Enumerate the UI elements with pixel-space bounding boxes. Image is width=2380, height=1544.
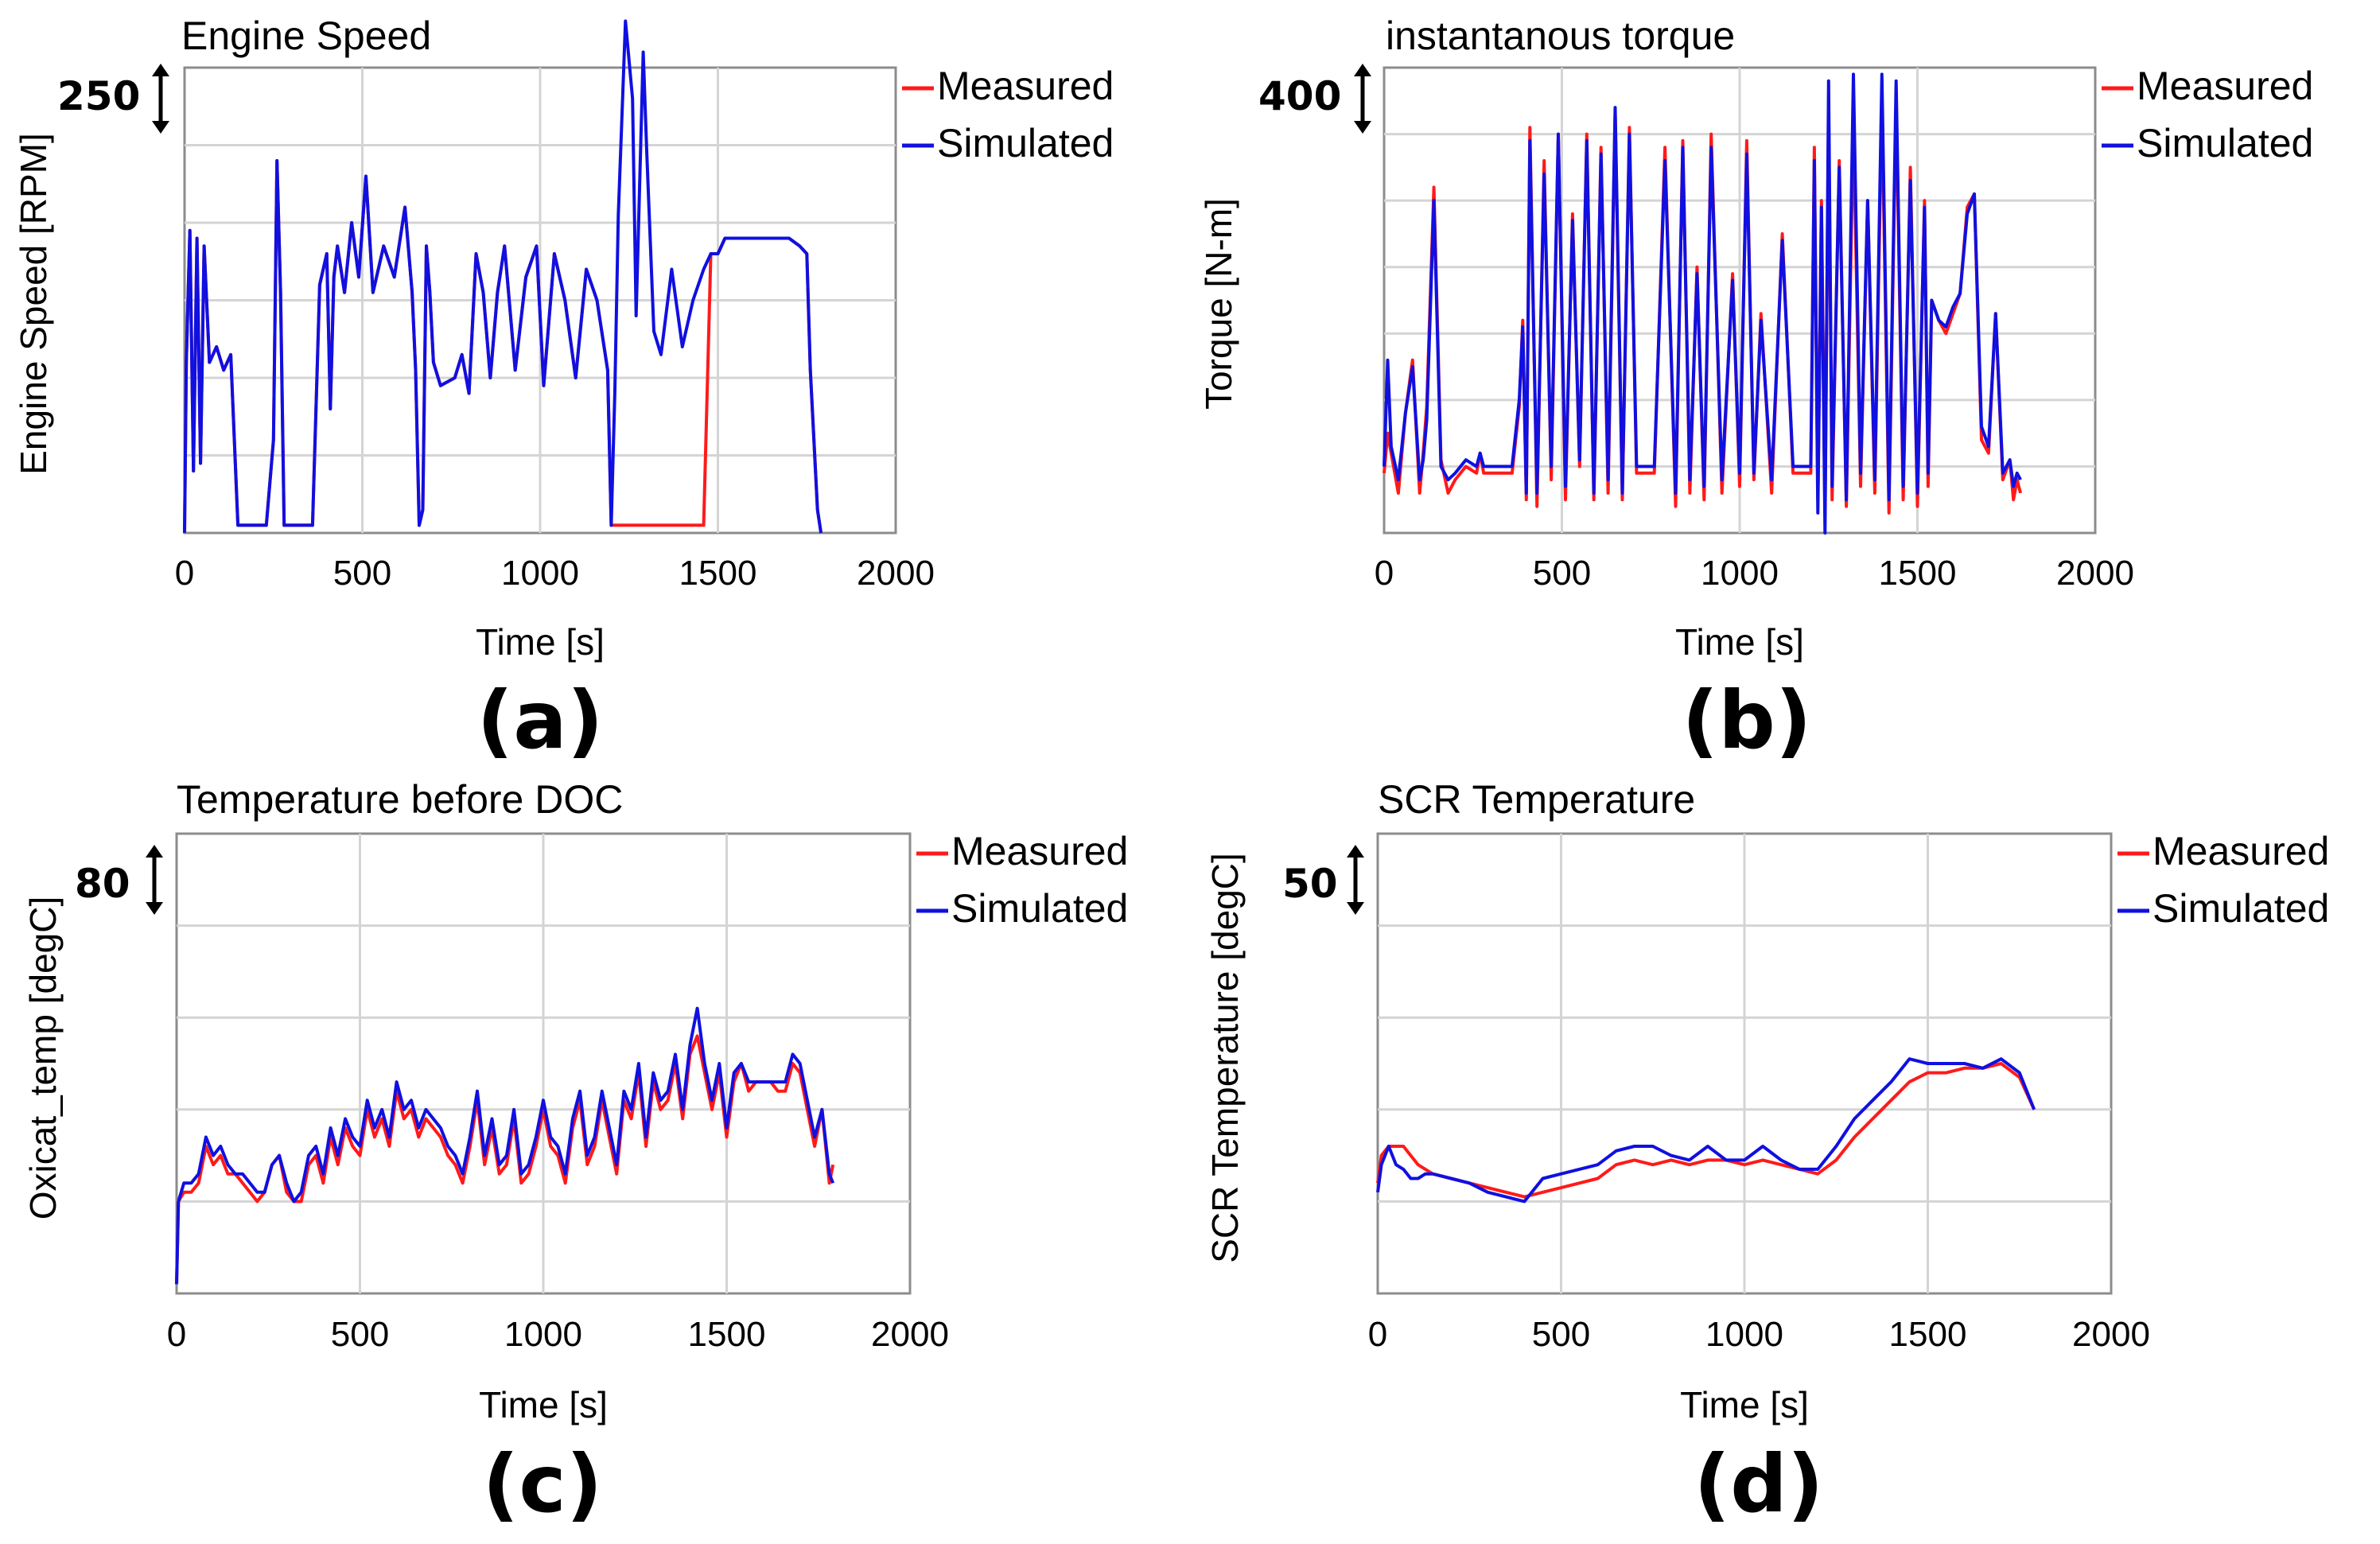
chart-a-legend-simulated: Simulated	[937, 121, 1114, 165]
chart-b-legend-measured: Measured	[2137, 64, 2313, 108]
scale-arrow-head-up	[1347, 845, 1364, 858]
scale-arrow-head-down	[1347, 902, 1364, 915]
chart-a-xtick: 0	[175, 554, 194, 593]
chart-c-scale-arrow	[146, 845, 163, 915]
chart-c-xtick: 0	[167, 1315, 186, 1354]
chart-b-xtick: 1000	[1701, 554, 1779, 593]
scale-arrow-head-down	[146, 902, 163, 915]
chart-d-ylabel: SCR Temperature [degC]	[1204, 853, 1246, 1263]
chart-b-xtick: 500	[1533, 554, 1591, 593]
chart-d-xtick: 1000	[1705, 1315, 1783, 1354]
chart-a-xtick: 1500	[679, 554, 757, 593]
scale-arrow-head-down	[1354, 121, 1371, 134]
chart-c: Temperature before DOC Oxicat_temp [degC…	[22, 777, 1128, 1530]
chart-d-legend-measured: Measured	[2152, 829, 2329, 873]
chart-d-panel-label: (d)	[1694, 1437, 1824, 1530]
chart-d-scale-arrow	[1347, 845, 1364, 915]
chart-b-xtick: 2000	[2056, 554, 2134, 593]
chart-b-legend-simulated: Simulated	[2137, 121, 2313, 165]
chart-a: Engine Speed Engine Speed [RPM] Time [s]…	[13, 14, 1114, 767]
chart-a-ylabel: Engine Speed [RPM]	[13, 133, 54, 475]
chart-d-xtick: 2000	[2072, 1315, 2150, 1354]
chart-d: SCR Temperature SCR Temperature [degC] T…	[1204, 777, 2329, 1530]
chart-d-xtick: 1500	[1889, 1315, 1967, 1354]
chart-d-gridlines	[1378, 834, 2111, 1293]
chart-d-xtick: 0	[1368, 1315, 1387, 1354]
chart-d-series-simulated	[1376, 1057, 2036, 1204]
chart-b-xtick: 1500	[1879, 554, 1957, 593]
chart-b-title: instantanous torque	[1386, 14, 1735, 58]
chart-a-title: Engine Speed	[181, 14, 431, 58]
chart-c-scale-label: 80	[75, 861, 130, 907]
scale-arrow-head-down	[152, 121, 169, 134]
chart-b-xtick: 0	[1375, 554, 1394, 593]
chart-a-xtick: 2000	[857, 554, 935, 593]
chart-b-series-simulated	[1382, 72, 2022, 535]
chart-d-xlabel: Time [s]	[1680, 1384, 1809, 1425]
scale-arrow-head-up	[1354, 64, 1371, 76]
chart-a-xtick: 1000	[501, 554, 579, 593]
chart-b: instantanous torque Torque [N-m] Time [s…	[1198, 14, 2313, 767]
chart-a-series-simulated	[183, 19, 823, 534]
chart-c-xtick: 2000	[871, 1315, 949, 1354]
chart-c-title: Temperature before DOC	[177, 777, 623, 822]
chart-b-xlabel: Time [s]	[1675, 621, 1804, 663]
chart-c-xtick: 500	[331, 1315, 389, 1354]
chart-c-xtick: 1500	[688, 1315, 766, 1354]
chart-c-series-simulated	[175, 1006, 835, 1285]
chart-d-legend-simulated: Simulated	[2152, 886, 2329, 931]
chart-a-scale-arrow	[152, 64, 169, 134]
chart-a-xtick: 500	[333, 554, 391, 593]
chart-b-scale-label: 400	[1258, 73, 1341, 119]
chart-c-legend-measured: Measured	[951, 829, 1128, 873]
chart-a-panel-label: (a)	[477, 674, 604, 767]
chart-d-series-measured	[1376, 1062, 2036, 1199]
scale-arrow-head-up	[146, 845, 163, 858]
chart-c-xtick: 1000	[504, 1315, 582, 1354]
chart-c-panel-label: (c)	[483, 1437, 603, 1530]
chart-c-ylabel: Oxicat_temp [degC]	[22, 896, 64, 1220]
chart-b-ylabel: Torque [N-m]	[1198, 198, 1239, 410]
chart-a-legend-measured: Measured	[937, 64, 1114, 108]
chart-b-panel-label: (b)	[1682, 674, 1812, 767]
chart-a-scale-label: 250	[57, 73, 140, 119]
chart-d-xtick: 500	[1532, 1315, 1590, 1354]
chart-d-title: SCR Temperature	[1378, 777, 1695, 822]
chart-d-scale-label: 50	[1282, 861, 1338, 907]
chart-c-legend-simulated: Simulated	[951, 886, 1128, 931]
scale-arrow-head-up	[152, 64, 169, 76]
chart-b-scale-arrow	[1354, 64, 1371, 134]
chart-a-xlabel: Time [s]	[476, 621, 605, 663]
chart-c-xlabel: Time [s]	[479, 1384, 608, 1425]
